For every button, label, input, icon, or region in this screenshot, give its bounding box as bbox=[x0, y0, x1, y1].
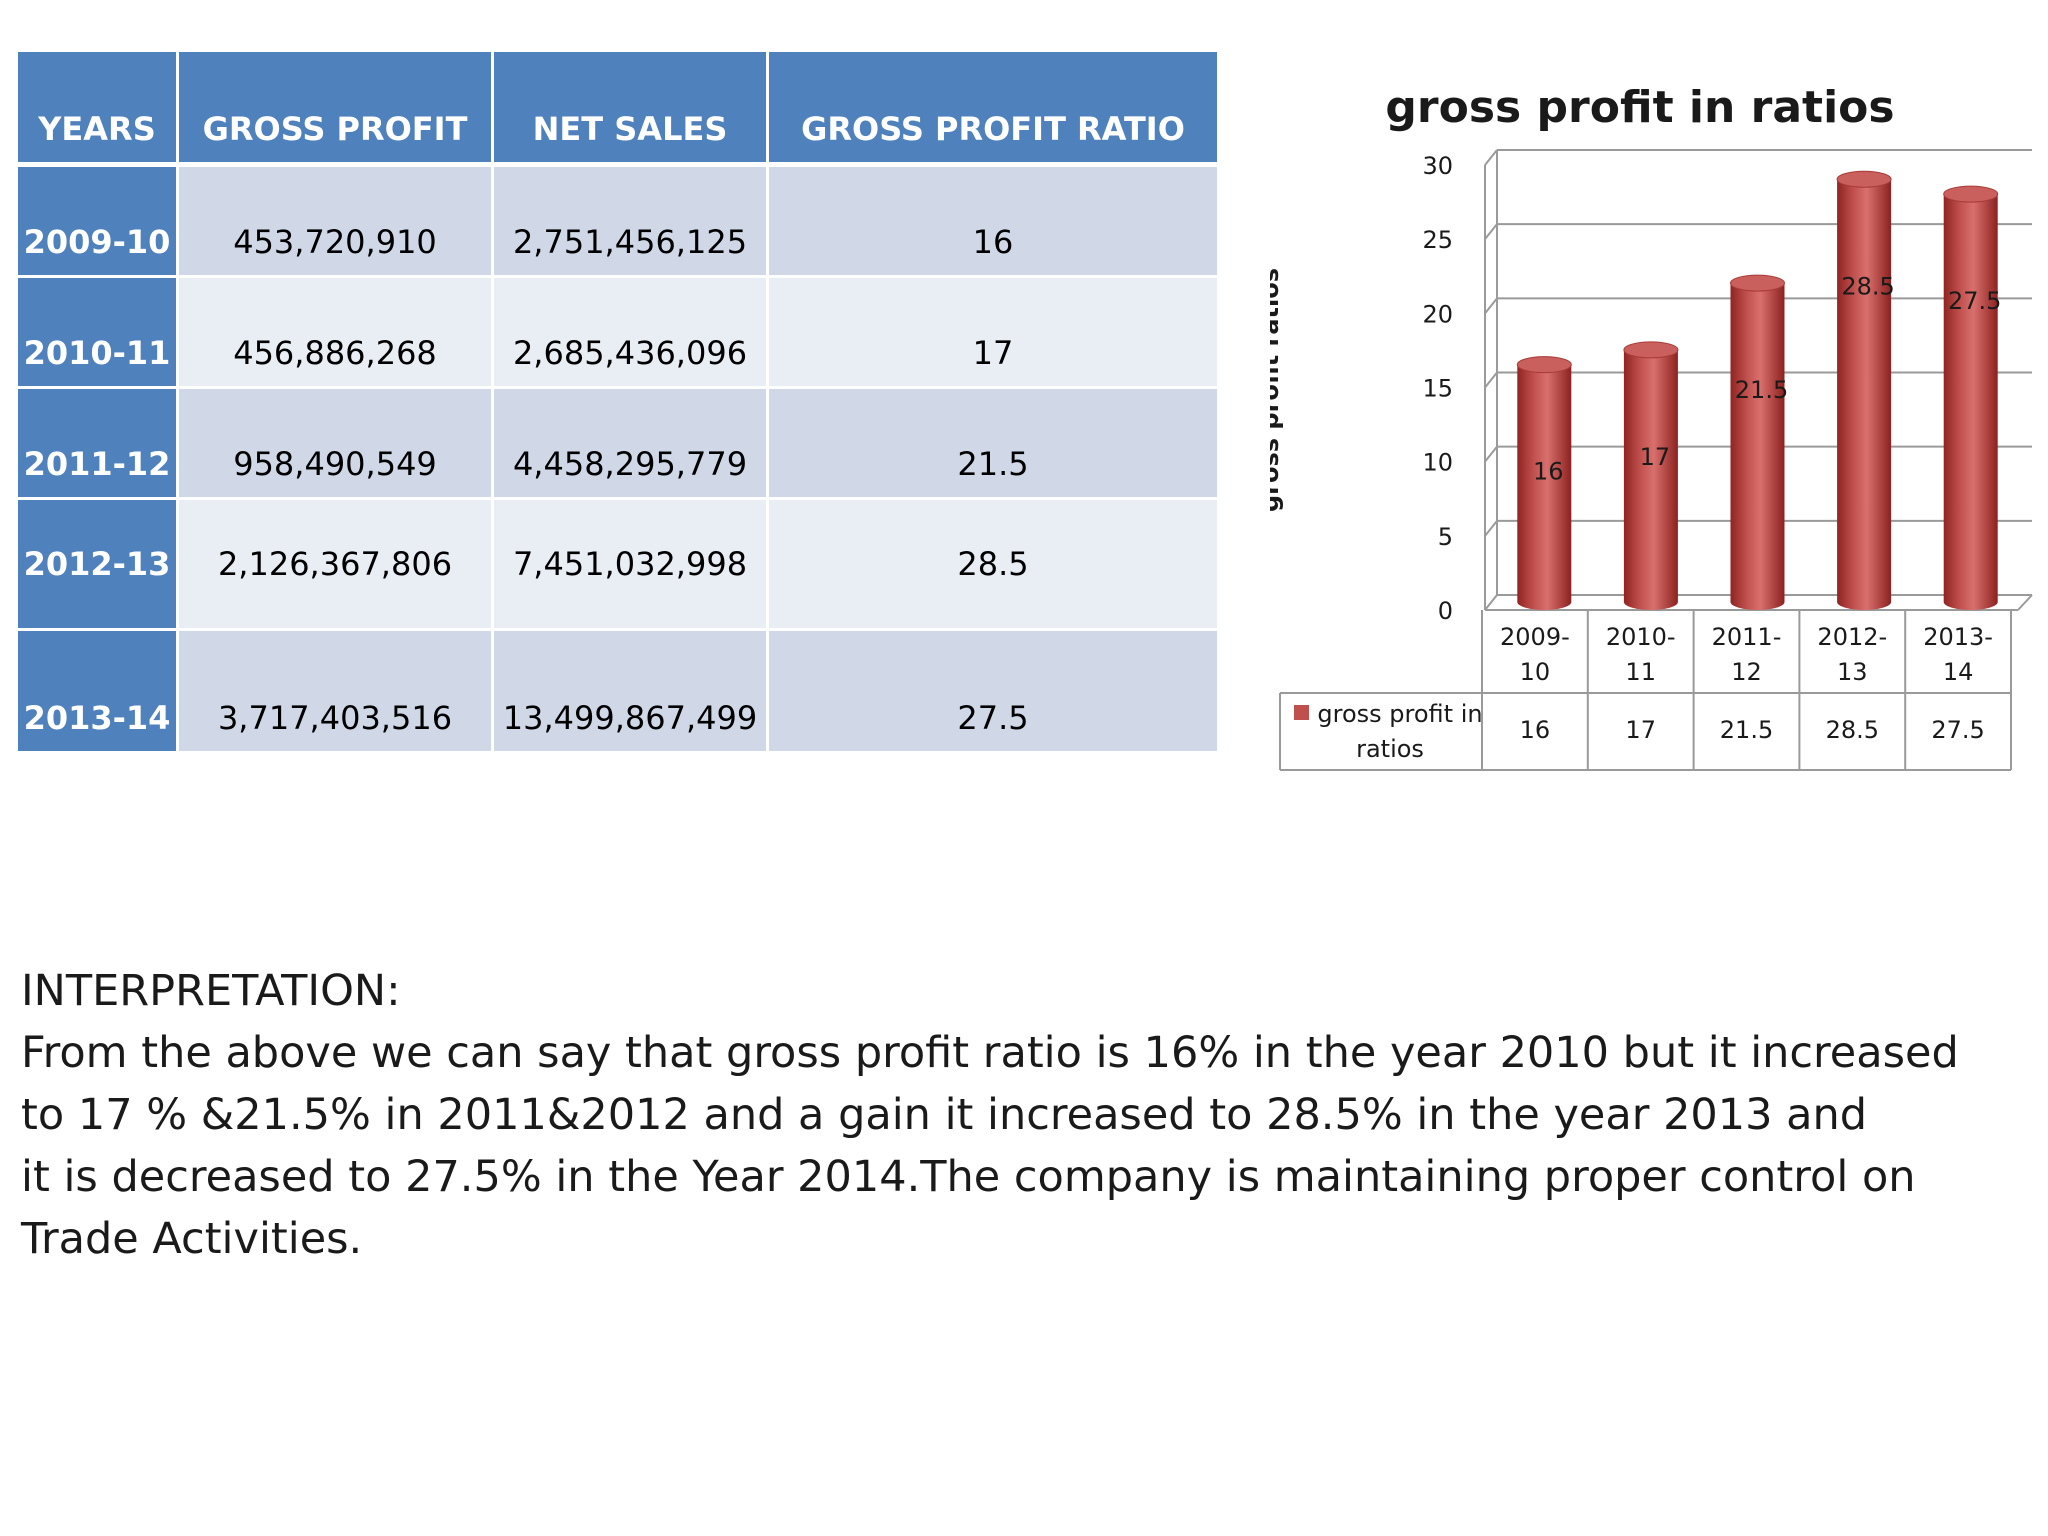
table-value: 17 bbox=[1625, 716, 1656, 744]
gross-profit-cell: 3,717,403,516 bbox=[179, 631, 494, 751]
x-tick-label: 13 bbox=[1837, 658, 1868, 686]
x-tick-label: 2010- bbox=[1606, 623, 1676, 651]
x-tick-label: 2009- bbox=[1500, 623, 1570, 651]
gridline-depth bbox=[1484, 297, 1498, 314]
interpretation-line: Trade Activities. bbox=[21, 1214, 363, 1264]
interpretation-line: From the above we can say that gross pro… bbox=[21, 1028, 1959, 1078]
data-label: 27.5 bbox=[1948, 287, 2001, 315]
net-sales-cell: 7,451,032,998 bbox=[494, 500, 769, 631]
year-cell: 2012-13 bbox=[18, 500, 179, 631]
year-cell: 2010-11 bbox=[18, 278, 179, 389]
bar-top bbox=[1623, 341, 1679, 359]
bar-body bbox=[1837, 179, 1892, 610]
ratio-cell: 21.5 bbox=[769, 389, 1217, 500]
interpretation-line: to 17 % &21.5% in 2011&2012 and a gain i… bbox=[21, 1090, 1868, 1140]
bar-top bbox=[1516, 356, 1572, 374]
table-row: 2010-11 456,886,268 2,685,436,096 17 bbox=[18, 278, 1217, 389]
net-sales-cell: 2,751,456,125 bbox=[494, 167, 769, 278]
gridline-depth bbox=[1484, 520, 1498, 537]
header-gross-profit: GROSS PROFIT bbox=[179, 52, 494, 167]
year-cell: 2009-10 bbox=[18, 167, 179, 278]
data-label: 21.5 bbox=[1735, 376, 1788, 404]
gridline-depth bbox=[1484, 594, 1498, 611]
table-header-row: YEARS GROSS PROFIT NET SALES GROSS PROFI… bbox=[18, 52, 1217, 167]
bar-3 bbox=[1836, 170, 1892, 610]
bar-top bbox=[1943, 185, 1999, 203]
legend-label: ratios bbox=[1356, 735, 1424, 763]
table-row: 2013-14 3,717,403,516 13,499,867,499 27.… bbox=[18, 631, 1217, 751]
x-tick-label: 2012- bbox=[1817, 623, 1887, 651]
x-tick-label: 12 bbox=[1731, 658, 1762, 686]
y-tick-label: 0 bbox=[1438, 597, 1453, 625]
floor-side-edge bbox=[2017, 594, 2033, 611]
gridline-depth bbox=[1484, 371, 1498, 389]
y-axis: 0 5 10 15 20 25 30 bbox=[1422, 150, 2033, 625]
ratio-cell: 17 bbox=[769, 278, 1217, 389]
y-tick-label: 25 bbox=[1422, 226, 1453, 254]
gridline-depth bbox=[1484, 223, 1498, 240]
net-sales-cell: 13,499,867,499 bbox=[494, 631, 769, 751]
bar-0 bbox=[1516, 356, 1572, 610]
x-tick-label: 14 bbox=[1943, 658, 1974, 686]
gross-profit-cell: 456,886,268 bbox=[179, 278, 494, 389]
table-row: 2009-10 453,720,910 2,751,456,125 16 bbox=[18, 167, 1217, 278]
bar-body bbox=[1730, 283, 1785, 610]
chart-data-labels: 16 17 21.5 28.5 27.5 bbox=[1533, 272, 2001, 485]
interpretation-heading: INTERPRETATION: bbox=[21, 966, 401, 1016]
bar-body bbox=[1517, 364, 1572, 610]
y-tick-label: 5 bbox=[1438, 523, 1453, 551]
chart-bars bbox=[1516, 170, 1999, 610]
chart-data-table: 2009- 10 16 2010- 11 17 2011- 12 21.5 2012- 13 28.5… bbox=[1279, 610, 2012, 771]
bar-body bbox=[1943, 194, 1998, 610]
bar-2 bbox=[1730, 274, 1785, 610]
chart-canvas: gross profit in ratios gross profit rati… bbox=[1270, 82, 2033, 771]
header-gross-profit-ratio: GROSS PROFIT RATIO bbox=[769, 52, 1217, 167]
y-tick-label: 30 bbox=[1422, 152, 1453, 180]
table-value: 21.5 bbox=[1720, 716, 1773, 744]
net-sales-cell: 4,458,295,779 bbox=[494, 389, 769, 500]
gross-profit-cell: 958,490,549 bbox=[179, 389, 494, 500]
legend-swatch bbox=[1294, 705, 1309, 720]
table-value: 16 bbox=[1520, 716, 1551, 744]
y-tick-label: 15 bbox=[1422, 375, 1453, 403]
gridline-depth bbox=[1484, 149, 1498, 166]
data-label: 28.5 bbox=[1841, 272, 1894, 300]
header-years: YEARS bbox=[18, 52, 179, 167]
bar-body bbox=[1623, 349, 1678, 610]
gross-profit-cell: 453,720,910 bbox=[179, 167, 494, 278]
y-axis-title: gross profit ratios bbox=[1270, 268, 1284, 512]
table-row: 2012-13 2,126,367,806 7,451,032,998 28.5 bbox=[18, 500, 1217, 631]
x-tick-label: 2011- bbox=[1712, 623, 1782, 651]
gross-profit-chart: gross profit in ratios gross profit rati… bbox=[1270, 70, 2040, 790]
header-net-sales: NET SALES bbox=[494, 52, 769, 167]
legend-label: gross profit in bbox=[1317, 700, 1482, 728]
net-sales-cell: 2,685,436,096 bbox=[494, 278, 769, 389]
ratio-cell: 27.5 bbox=[769, 631, 1217, 751]
x-tick-label: 11 bbox=[1625, 658, 1656, 686]
table-row: 2011-12 958,490,549 4,458,295,779 21.5 bbox=[18, 389, 1217, 500]
x-tick-label: 2013- bbox=[1923, 623, 1993, 651]
year-cell: 2011-12 bbox=[18, 389, 179, 500]
interpretation-line: it is decreased to 27.5% in the Year 201… bbox=[21, 1152, 1916, 1202]
table-value: 28.5 bbox=[1826, 716, 1879, 744]
bar-top bbox=[1730, 274, 1785, 292]
interpretation-section: INTERPRETATION: From the above we can sa… bbox=[21, 960, 2011, 1270]
bar-1 bbox=[1623, 341, 1679, 610]
y-tick-label: 10 bbox=[1422, 449, 1453, 477]
gridline-depth bbox=[1484, 446, 1498, 463]
chart-title: gross profit in ratios bbox=[1385, 82, 1894, 133]
gross-profit-table: YEARS GROSS PROFIT NET SALES GROSS PROFI… bbox=[18, 52, 1217, 751]
table-value: 27.5 bbox=[1931, 716, 1984, 744]
bar-top bbox=[1836, 170, 1892, 188]
ratio-cell: 16 bbox=[769, 167, 1217, 278]
x-tick-label: 10 bbox=[1520, 658, 1551, 686]
year-cell: 2013-14 bbox=[18, 631, 179, 751]
data-label: 17 bbox=[1640, 443, 1671, 471]
ratio-cell: 28.5 bbox=[769, 500, 1217, 631]
y-tick-label: 20 bbox=[1422, 300, 1453, 328]
data-label: 16 bbox=[1533, 458, 1564, 486]
gross-profit-cell: 2,126,367,806 bbox=[179, 500, 494, 631]
bar-4 bbox=[1943, 185, 1999, 610]
